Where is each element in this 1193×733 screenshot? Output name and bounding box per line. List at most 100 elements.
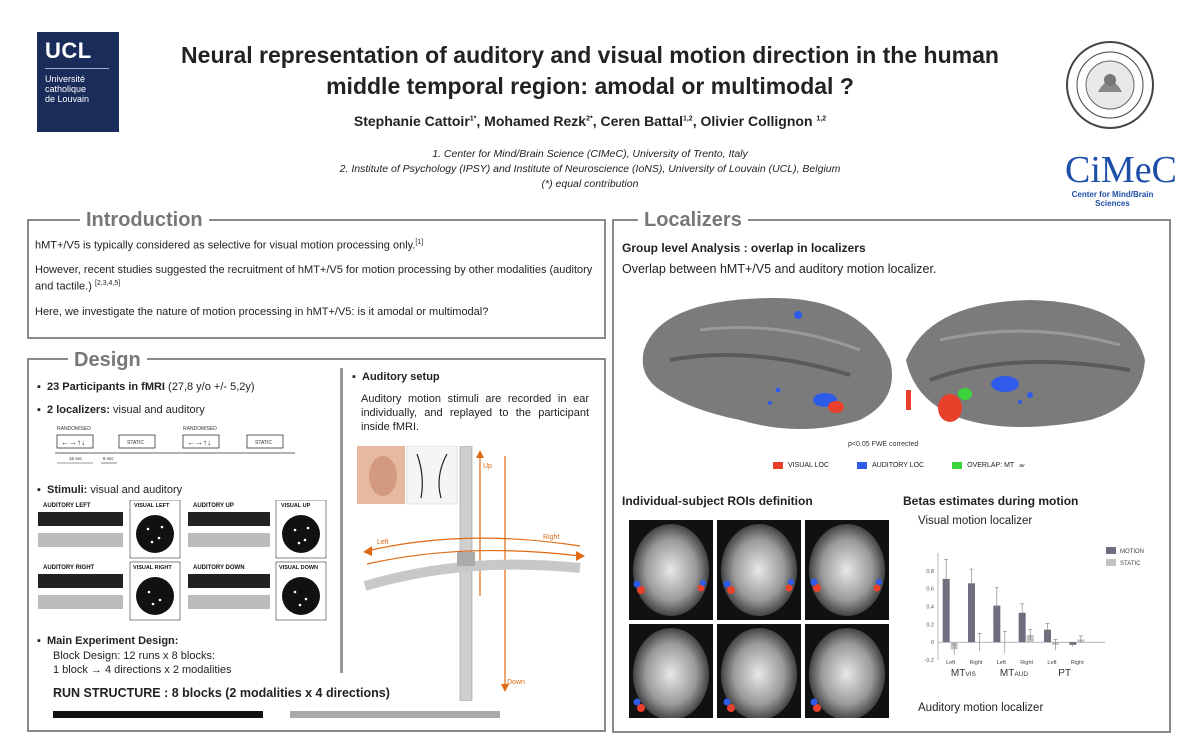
axial-slice-4 (629, 624, 713, 718)
university-seal-icon (1065, 40, 1155, 130)
stimulus-label: AUDITORY UP (193, 503, 234, 509)
roi-title: Individual-subject ROIs definition (622, 494, 813, 508)
group-brain-figure (630, 290, 1150, 440)
cimec-logo: CiMeC Center for Mind/Brain Sciences (1065, 150, 1160, 208)
threshold-label: p<0.05 FWE corrected (848, 441, 918, 448)
right-hemisphere-brain (906, 300, 1145, 427)
auditory-setup-title: Auditory setup (362, 371, 440, 383)
cimec-logo-text: CiMeC (1065, 150, 1160, 190)
stimulus-visual-right: VISUAL RIGHT (130, 562, 180, 620)
author-sep: , (593, 113, 601, 129)
horizontal-speaker-array (365, 565, 580, 586)
design-block-line-2: 1 block → 4 directions x 2 modalities (53, 663, 232, 677)
x-tick-label: Right (970, 660, 983, 666)
author-sep: , (476, 113, 484, 129)
legend-swatch (1106, 547, 1116, 554)
y-tick-label: 0 (931, 640, 934, 646)
timeline-randomised-label: RANDOMISED (57, 426, 91, 432)
axial-slice-3 (805, 520, 889, 620)
stimulus-label: VISUAL RIGHT (133, 565, 172, 571)
direction-right-label: Right (543, 534, 559, 541)
y-tick-label: 0.4 (926, 605, 934, 611)
design-bullet-main-experiment: ▪ Main Experiment Design: (37, 634, 178, 648)
group-analysis-text: Overlap between hMT+/V5 and auditory mot… (622, 262, 936, 276)
legend-sub: av (1019, 463, 1024, 469)
group-label-sub: VIS (965, 671, 976, 678)
axial-slice-1 (629, 520, 713, 620)
x-tick-label: Right (1020, 660, 1033, 666)
legend-label: VISUAL LOC (788, 462, 829, 469)
timeline-duration-1: 16 sec (69, 456, 83, 461)
stimulus-auditory-right: AUDITORY RIGHT (38, 565, 123, 609)
auditory-setup-illustration: Up Down Left Right (355, 446, 595, 701)
author-sup: 1,2 (683, 115, 693, 122)
author-name: Olivier Collignon (700, 113, 816, 129)
stimulus-visual-left: VISUAL LEFT (130, 500, 180, 558)
run-structure-title: RUN STRUCTURE : 8 blocks (2 modalities x… (53, 686, 390, 700)
left-hemisphere-brain (643, 298, 892, 429)
x-tick-label: Left (946, 660, 956, 666)
intro-paragraph-2: However, recent studies suggested the re… (35, 263, 595, 294)
bullet-text: (27,8 y/o +/- 5,2y) (165, 381, 255, 393)
chart-title: Visual motion localizer (918, 515, 1032, 527)
vertical-speaker-array (460, 446, 472, 701)
stimulus-label: VISUAL LEFT (134, 503, 170, 509)
ucl-logo-line: de Louvain (45, 94, 89, 104)
ucl-logo-line: Université (45, 74, 85, 84)
ucl-logo: UCL Université catholique de Louvain (37, 32, 119, 132)
y-tick-label: -0.2 (925, 658, 934, 664)
legend-swatch (1106, 559, 1116, 566)
timeline-arrows: ←→↑↓ (187, 438, 211, 447)
x-tick-label: Left (1047, 660, 1057, 666)
legend-overlap: OVERLAP: MT av (952, 462, 1024, 469)
localizer-timeline: RANDOMISED ←→↑↓ STATIC RANDOMISED ←→↑↓ S… (55, 423, 315, 468)
legend-swatch (773, 462, 783, 469)
auditory-localizer-title: Auditory motion localizer (918, 702, 1043, 714)
auditory-setup-heading: ▪ Auditory setup (352, 370, 440, 384)
legend-label: AUDITORY LOC (872, 462, 924, 469)
stimulus-visual-up: VISUAL UP (276, 500, 326, 558)
affiliation-1: 1. Center for Mind/Brain Science (CIMeC)… (140, 148, 1040, 160)
timeline-arrows: ←→↑↓ (61, 438, 85, 447)
author-name: Mohamed Rezk (484, 113, 586, 129)
ucl-logo-line: catholique (45, 84, 86, 94)
group-label: MTVIS (951, 668, 977, 679)
y-tick-label: 0.8 (926, 569, 934, 575)
intro-ref: [2,3,4,5] (95, 280, 120, 287)
axial-slice-2 (717, 520, 801, 620)
poster-title: Neural representation of auditory and vi… (140, 40, 1040, 102)
author-name: Stephanie Cattoir (354, 113, 470, 129)
author-name: Ceren Battal (601, 113, 683, 129)
bullet-text: visual and auditory (87, 484, 182, 496)
group-label: MTAUD (1000, 668, 1028, 679)
individual-roi-grid (627, 518, 897, 718)
legend-label: MOTION (1120, 549, 1144, 555)
run-structure-bar-visual (53, 711, 263, 718)
stimulus-label: VISUAL UP (281, 503, 311, 509)
author-sup: 2* (586, 115, 593, 122)
intro-text: hMT+/V5 is typically considered as selec… (35, 240, 415, 252)
localizers-title: Localizers (638, 209, 748, 231)
intro-text: However, recent studies suggested the re… (35, 264, 592, 293)
ucl-logo-divider (45, 68, 109, 69)
timeline-static-label: STATIC (255, 440, 272, 446)
title-line-2: middle temporal region: amodal or multim… (140, 71, 1040, 102)
design-divider (340, 368, 343, 673)
intro-ref: [1] (415, 239, 423, 246)
bullet-bold: Stimuli: (47, 484, 87, 496)
design-block-line-1: Block Design: 12 runs x 8 blocks: (53, 649, 215, 663)
bullet-bold: Main Experiment Design: (47, 635, 178, 647)
betas-title: Betas estimates during motion (903, 494, 1078, 508)
design-title: Design (68, 349, 147, 371)
cimec-logo-subtitle: Center for Mind/Brain Sciences (1065, 190, 1160, 208)
legend-swatch (952, 462, 962, 469)
direction-left-label: Left (377, 539, 389, 546)
timeline-static-label: STATIC (127, 440, 144, 446)
betas-bar-chart: 0.8 0.6 0.4 0.2 0 -0.2 Left Right Left Right Left R… (900, 535, 1165, 700)
timeline-duration-2: 8 sec (103, 456, 115, 461)
group-analysis-title: Group level Analysis : overlap in locali… (622, 241, 866, 255)
legend-swatch (857, 462, 867, 469)
authors: Stephanie Cattoir1*, Mohamed Rezk2*, Cer… (140, 113, 1040, 129)
stimulus-label: AUDITORY DOWN (193, 565, 245, 571)
bullet-bold: 23 Participants in fMRI (47, 381, 165, 393)
